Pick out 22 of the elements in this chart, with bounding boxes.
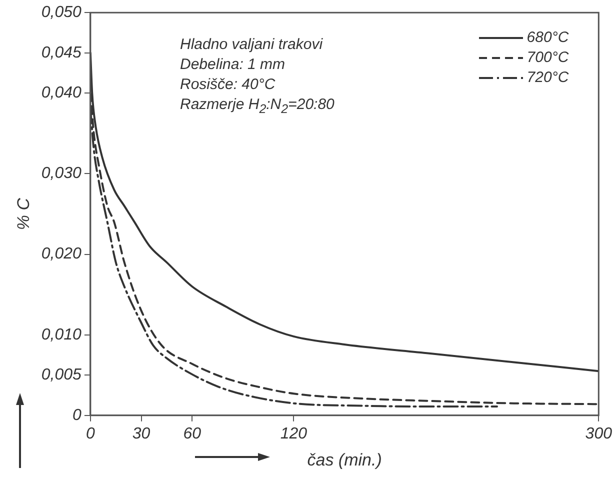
y-tick-label: 0,040 (41, 84, 82, 102)
annotation: Debelina: 1 mm (180, 55, 286, 75)
x-axis-title: čas (min.) (307, 450, 382, 470)
annotation: Rosišče: 40°C (180, 75, 276, 95)
y-tick-label: 0,005 (41, 366, 82, 384)
x-tick-label: 30 (132, 425, 150, 442)
y-tick-label: 0 (72, 406, 82, 424)
x-tick-label: 60 (183, 425, 202, 442)
y-tick-label: 0,045 (41, 44, 82, 62)
annotation: Hladno valjani trakovi (180, 35, 324, 55)
annotation: Razmerje H$_{2}$:N$_{2}$=20:80 (180, 95, 334, 118)
x-tick-label: 120 (280, 425, 308, 442)
x-tick-label: 0 (86, 425, 95, 442)
y-tick-label: 0,010 (41, 326, 82, 344)
x-tick-label: 300 (585, 425, 612, 442)
y-axis-title: % C (14, 197, 33, 230)
legend-label: 680°C (526, 28, 569, 48)
y-tick-label: 0,020 (41, 246, 82, 263)
legend-label: 720°C (526, 68, 569, 88)
y-tick-label: 0,030 (41, 165, 82, 182)
legend-label: 700°C (526, 48, 569, 68)
y-tick-label: 0,050 (41, 4, 82, 22)
